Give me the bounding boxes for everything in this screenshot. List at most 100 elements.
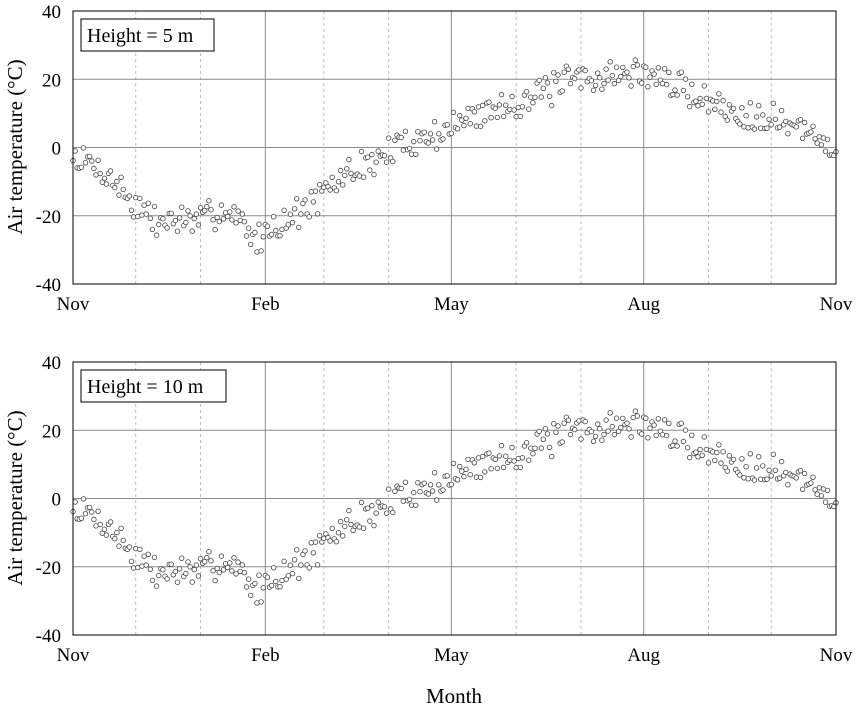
y-axis-label-top: Air temperature (°C)	[3, 59, 27, 234]
data-point	[551, 69, 557, 76]
data-point	[386, 135, 392, 141]
x-tick-label: Nov	[820, 645, 853, 666]
data-point	[229, 217, 235, 223]
data-point	[778, 458, 785, 465]
data-point	[549, 453, 555, 460]
data-point	[618, 424, 624, 431]
data-point	[243, 233, 250, 239]
data-point	[666, 69, 672, 75]
data-point	[628, 434, 634, 440]
data-point	[185, 208, 191, 214]
data-point	[327, 187, 333, 193]
data-point	[726, 102, 733, 108]
data-point	[344, 517, 350, 523]
data-point	[653, 432, 659, 439]
data-point	[509, 444, 515, 451]
data-point	[285, 573, 291, 579]
data-point	[218, 553, 225, 559]
data-point	[260, 234, 266, 240]
data-point	[178, 555, 185, 561]
data-point	[360, 525, 367, 531]
data-point	[126, 544, 133, 550]
data-point	[546, 93, 553, 100]
data-point	[86, 504, 93, 511]
data-point	[632, 408, 638, 414]
data-point	[233, 571, 239, 577]
data-point	[517, 113, 523, 120]
data-point	[185, 559, 191, 565]
data-point	[415, 128, 421, 135]
data-point	[264, 223, 271, 229]
plot-frame	[72, 10, 837, 285]
data-point	[687, 103, 693, 110]
data-point	[333, 539, 340, 545]
data-point	[450, 460, 457, 467]
data-point	[208, 206, 214, 213]
data-point	[645, 435, 651, 441]
data-point	[160, 215, 166, 222]
data-point	[128, 207, 135, 213]
data-point	[655, 65, 661, 71]
data-point	[778, 107, 785, 114]
data-point	[392, 137, 398, 143]
data-point	[812, 487, 818, 493]
data-point	[682, 427, 689, 433]
data-point	[448, 481, 455, 488]
data-point	[214, 214, 220, 221]
data-point	[89, 158, 95, 164]
data-point	[147, 566, 153, 572]
data-point	[540, 436, 546, 442]
data-point	[678, 69, 684, 75]
data-point	[335, 530, 342, 536]
data-point	[567, 431, 574, 438]
data-point	[247, 241, 254, 248]
data-point	[101, 175, 108, 181]
data-point	[739, 456, 745, 462]
data-point	[114, 178, 120, 185]
data-point	[582, 67, 588, 74]
data-point	[523, 440, 530, 446]
data-point	[271, 565, 277, 571]
data-point	[91, 516, 97, 523]
data-point	[477, 474, 484, 481]
data-point	[126, 193, 133, 199]
data-point	[371, 171, 377, 178]
data-point	[431, 118, 438, 125]
data-point	[480, 102, 486, 109]
data-point	[358, 148, 365, 155]
data-point	[467, 472, 473, 478]
data-point	[730, 105, 737, 112]
data-point	[329, 525, 335, 531]
data-point	[595, 70, 601, 76]
data-point	[245, 576, 252, 582]
data-point	[511, 107, 517, 113]
data-point	[436, 131, 442, 137]
data-point	[555, 72, 561, 78]
data-point	[260, 585, 266, 591]
panel-top: -40 -20 0 20 40 Nov Feb May Aug Nov Height = 5 m	[36, 2, 853, 315]
data-point	[91, 165, 97, 172]
data-point	[183, 219, 189, 226]
data-point	[590, 438, 597, 444]
data-point	[398, 134, 404, 141]
data-point	[383, 159, 390, 165]
data-point	[201, 559, 208, 565]
data-point	[317, 181, 323, 188]
data-point	[310, 199, 317, 205]
data-point	[218, 202, 225, 208]
data-point	[172, 217, 179, 224]
x-tick-label: Nov	[57, 645, 90, 666]
data-point	[187, 564, 193, 570]
data-point	[572, 426, 578, 433]
x-axis-label: Month	[426, 684, 483, 707]
data-point	[526, 106, 532, 112]
data-point	[536, 77, 542, 84]
data-point	[549, 102, 555, 109]
data-point	[457, 112, 463, 119]
data-point	[206, 549, 212, 555]
data-point	[697, 446, 703, 453]
data-point	[429, 137, 436, 143]
data-point	[559, 88, 565, 94]
data-point	[747, 100, 753, 106]
data-point	[118, 525, 124, 531]
